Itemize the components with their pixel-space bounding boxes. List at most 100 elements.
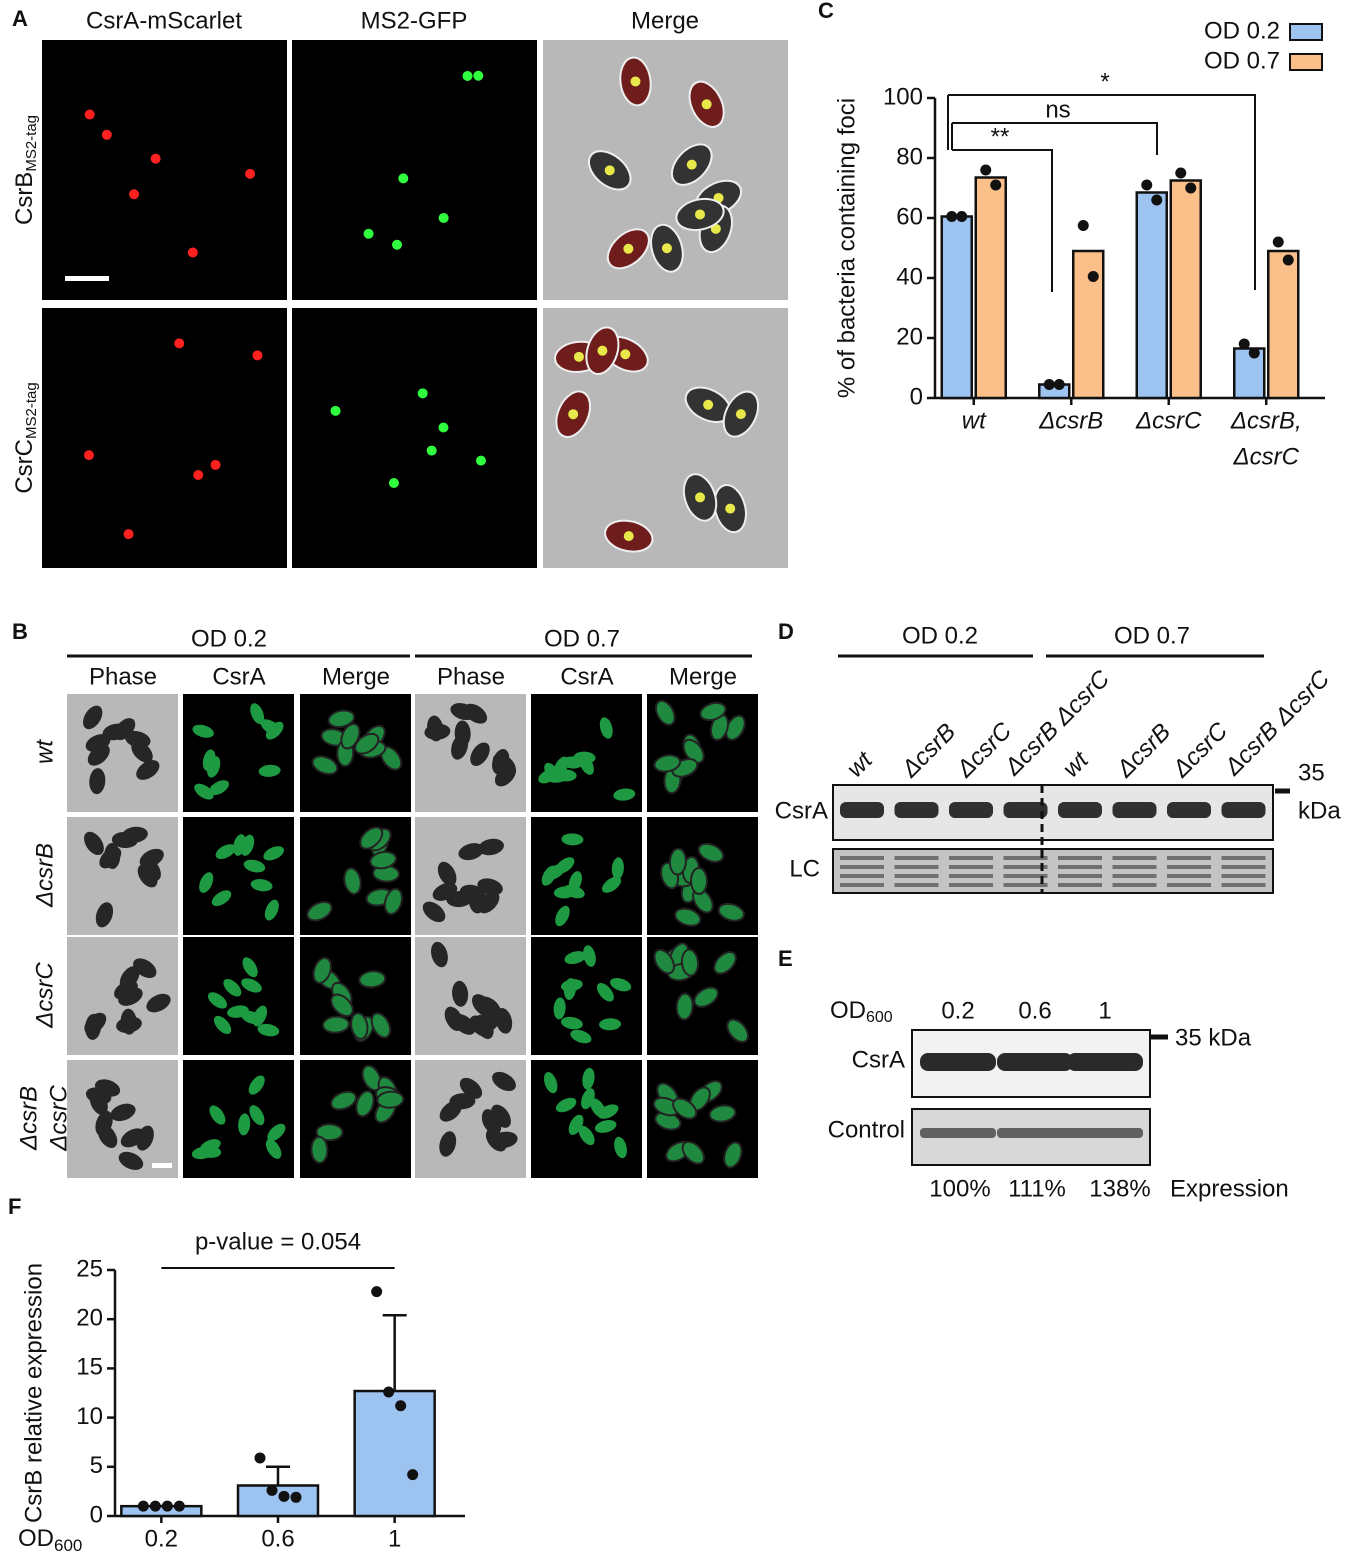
- panel-label: F: [8, 1194, 21, 1219]
- marker-label: 35: [1298, 759, 1325, 786]
- x-axis-label-main: OD: [18, 1525, 54, 1552]
- focus: [735, 409, 746, 420]
- cell: [350, 1012, 369, 1040]
- band: [949, 874, 993, 878]
- expression-value: 138%: [1089, 1175, 1150, 1202]
- cell: [139, 848, 164, 868]
- focus: [83, 450, 94, 461]
- cell: [84, 1012, 107, 1035]
- cell: [248, 1075, 265, 1095]
- bar: [236, 1484, 320, 1518]
- bar: [1135, 191, 1168, 400]
- focus: [597, 345, 608, 356]
- x-tick-label: 0.6: [261, 1525, 294, 1552]
- cell: [207, 992, 228, 1009]
- cell: [672, 1097, 698, 1120]
- cell: [590, 1098, 606, 1118]
- row-label: wt: [31, 739, 58, 764]
- marker-label: kDa: [1298, 797, 1341, 824]
- micrograph: [67, 817, 178, 935]
- cell: [602, 876, 622, 893]
- data-point: [371, 1286, 383, 1298]
- focus: [245, 168, 256, 179]
- band: [949, 802, 993, 818]
- cell: [726, 1018, 750, 1044]
- focus: [661, 243, 672, 254]
- row-label-main: CsrC: [11, 439, 38, 494]
- expression-value: 111%: [1008, 1175, 1066, 1202]
- y-tick-label: 10: [76, 1403, 103, 1430]
- data-point: [383, 1386, 395, 1398]
- band: [1112, 856, 1157, 860]
- focus: [84, 109, 95, 120]
- band: [1221, 865, 1266, 869]
- band: [1058, 883, 1102, 887]
- significance-bracket: [952, 149, 1053, 292]
- cell: [355, 1090, 375, 1118]
- cell: [110, 1103, 136, 1122]
- cell: [242, 957, 258, 978]
- cell: [83, 705, 103, 730]
- cell: [238, 1113, 251, 1136]
- band: [949, 856, 993, 860]
- cell: [690, 866, 709, 895]
- cell: [563, 978, 577, 1000]
- group-title: OD 0.7: [1114, 622, 1190, 649]
- micrograph: [647, 937, 758, 1055]
- cell: [233, 834, 246, 856]
- micrograph: [300, 817, 411, 935]
- data-point: [1053, 379, 1065, 390]
- cell: [653, 948, 675, 975]
- data-point: [137, 1500, 149, 1512]
- y-tick-label: 20: [896, 323, 923, 350]
- band: [1221, 802, 1266, 818]
- cell: [208, 780, 229, 796]
- band: [840, 802, 884, 818]
- cell: [449, 1093, 476, 1110]
- cell: [118, 1151, 144, 1170]
- micrograph: [292, 40, 537, 300]
- cell: [215, 844, 236, 860]
- band: [1167, 856, 1211, 860]
- cell: [330, 1090, 357, 1111]
- cell: [544, 1072, 558, 1094]
- lane-label: ΔcsrC: [951, 717, 1018, 784]
- cell: [111, 831, 138, 849]
- data-point: [149, 1500, 161, 1512]
- focus: [568, 409, 579, 420]
- cell: [89, 768, 106, 795]
- group-title: OD 0.2: [902, 622, 978, 649]
- micrograph: [67, 1060, 178, 1178]
- cell: [568, 871, 582, 893]
- cell: [708, 1104, 737, 1123]
- micrograph: [300, 694, 411, 812]
- band: [949, 865, 993, 869]
- cell: [555, 905, 570, 927]
- data-point: [946, 211, 958, 222]
- focus: [438, 422, 449, 433]
- x-tick-label: wt: [962, 407, 987, 434]
- micrograph: [183, 694, 294, 812]
- row-label-sub: MS2-tag: [23, 382, 40, 439]
- lane-label: ΔcsrC: [1167, 717, 1234, 784]
- micrograph: [415, 817, 526, 935]
- cell: [680, 948, 700, 977]
- band: [920, 1128, 996, 1138]
- cell: [202, 749, 216, 771]
- row-label: ΔcsrB: [15, 1086, 42, 1151]
- y-tick-label: 0: [910, 383, 923, 410]
- focus: [392, 239, 403, 250]
- cell: [547, 770, 570, 783]
- focus: [473, 70, 484, 81]
- focus: [210, 459, 221, 470]
- cell: [131, 740, 153, 763]
- cell: [573, 751, 596, 764]
- cell: [263, 846, 285, 861]
- bar: [120, 1504, 203, 1518]
- cell: [194, 783, 214, 800]
- band: [840, 856, 884, 860]
- band: [1003, 802, 1048, 818]
- data-point: [1077, 220, 1089, 231]
- cell: [84, 831, 104, 856]
- cell: [495, 1008, 513, 1034]
